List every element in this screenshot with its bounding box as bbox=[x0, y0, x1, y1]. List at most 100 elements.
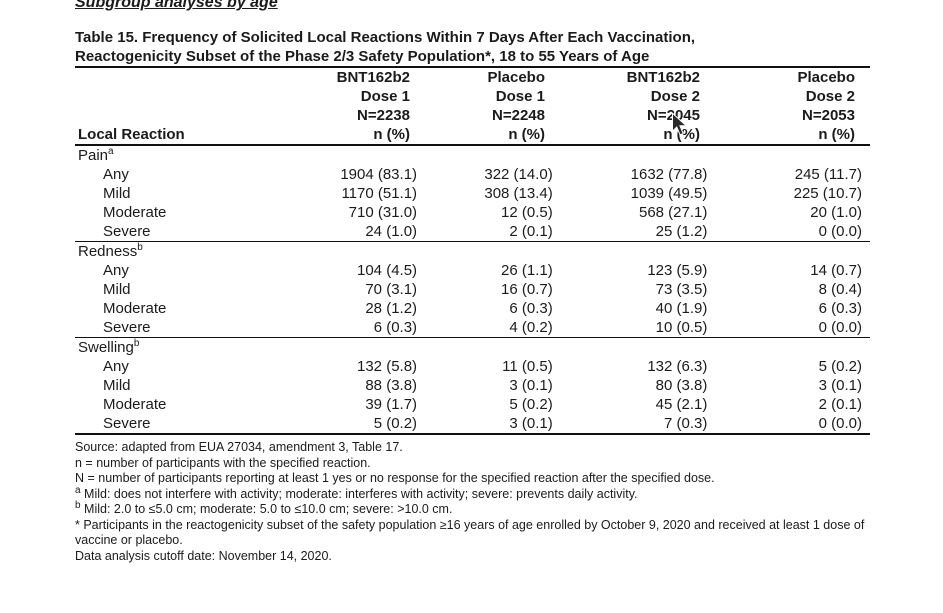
col-header-unit: n (%) bbox=[508, 126, 545, 143]
table-body: Paina Any 1904 (83.1) 322 (14.0) 1632 (77.8)… bbox=[75, 146, 870, 433]
empty-cell bbox=[700, 146, 855, 165]
row-header-label: Local Reaction bbox=[78, 126, 185, 143]
value-cell: 12 (0.5) bbox=[501, 204, 553, 221]
table-section-redness: Rednessb Any 104 (4.5) 26 (1.1) 123 (5.9) 14 … bbox=[75, 241, 870, 337]
value-cell: 3 (0.1) bbox=[509, 377, 553, 394]
value-cell: 710 (31.0) bbox=[348, 204, 418, 221]
value-cell: 6 (0.3) bbox=[373, 319, 418, 336]
table-row: Severe 5 (0.2) 3 (0.1) 7 (0.3) 0 (0.0) bbox=[75, 414, 870, 433]
row-label: Severe bbox=[103, 415, 151, 432]
section-label: Rednessb bbox=[78, 242, 143, 261]
value-cell: 25 (1.2) bbox=[655, 223, 708, 240]
table-row: Mild 70 (3.1) 16 (0.7) 73 (3.5) 8 (0.4) bbox=[75, 280, 870, 299]
section-header-row: Rednessb bbox=[75, 242, 870, 261]
empty-cell bbox=[700, 338, 855, 357]
empty-cell bbox=[75, 68, 258, 87]
row-label: Moderate bbox=[103, 396, 167, 413]
footnote: * Participants in the reactogenicity sub… bbox=[75, 517, 865, 548]
footnote: N = number of participants reporting at … bbox=[75, 471, 715, 485]
table-row: Severe 6 (0.3) 4 (0.2) 10 (0.5) 0 (0.0) bbox=[75, 318, 870, 337]
subgroup-heading: Subgroup analyses by age bbox=[75, 0, 278, 11]
col-header-dose: Dose 1 bbox=[495, 88, 545, 105]
value-cell: 28 (1.2) bbox=[365, 300, 418, 317]
empty-cell bbox=[545, 146, 700, 165]
value-cell: 1632 (77.8) bbox=[630, 166, 708, 183]
value-cell: 0 (0.0) bbox=[818, 223, 862, 240]
section-header-row: Swellingb bbox=[75, 338, 870, 357]
value-cell: 1039 (49.5) bbox=[630, 185, 708, 202]
empty-cell bbox=[258, 338, 410, 357]
empty-cell bbox=[258, 146, 410, 165]
table-row: Mild 88 (3.8) 3 (0.1) 80 (3.8) 3 (0.1) bbox=[75, 376, 870, 395]
row-label: Mild bbox=[103, 281, 131, 298]
header-row-dose: Dose 1 Dose 1 Dose 2 Dose 2 bbox=[75, 87, 870, 106]
value-cell: 568 (27.1) bbox=[638, 204, 708, 221]
value-cell: 104 (4.5) bbox=[357, 262, 418, 279]
table-row: Moderate 710 (31.0) 12 (0.5) 568 (27.1) 20 (… bbox=[75, 203, 870, 222]
value-cell: 10 (0.5) bbox=[655, 319, 708, 336]
row-label: Any bbox=[103, 262, 129, 279]
empty-cell bbox=[545, 338, 700, 357]
value-cell: 2 (0.1) bbox=[818, 396, 862, 413]
table-header: BNT162b2 Placebo BNT162b2 Placebo Dose 1… bbox=[75, 68, 870, 146]
section-label: Swellingb bbox=[78, 338, 140, 357]
row-label: Moderate bbox=[103, 300, 167, 317]
value-cell: 40 (1.9) bbox=[655, 300, 708, 317]
value-cell: 132 (5.8) bbox=[357, 358, 418, 375]
table-row: Any 132 (5.8) 11 (0.5) 132 (6.3) 5 (0.2) bbox=[75, 357, 870, 376]
empty-cell bbox=[410, 242, 545, 261]
value-cell: 20 (1.0) bbox=[810, 204, 862, 221]
section-header-row: Paina bbox=[75, 146, 870, 165]
footnote-marker: a bbox=[75, 484, 81, 496]
value-cell: 0 (0.0) bbox=[818, 319, 862, 336]
empty-cell bbox=[258, 242, 410, 261]
empty-cell bbox=[700, 242, 855, 261]
value-cell: 5 (0.2) bbox=[373, 415, 418, 432]
col-header-unit: n (%) bbox=[818, 126, 855, 143]
value-cell: 7 (0.3) bbox=[664, 415, 708, 432]
value-cell: 26 (1.1) bbox=[501, 262, 553, 279]
col-header-dose: Dose 2 bbox=[650, 88, 700, 105]
footnote: Data analysis cutoff date: November 14, … bbox=[75, 548, 332, 563]
value-cell: 39 (1.7) bbox=[365, 396, 418, 413]
value-cell: 2 (0.1) bbox=[509, 223, 553, 240]
table-row: Moderate 28 (1.2) 6 (0.3) 40 (1.9) 6 (0.3) bbox=[75, 299, 870, 318]
value-cell: 45 (2.1) bbox=[655, 396, 708, 413]
value-cell: 80 (3.8) bbox=[655, 377, 708, 394]
footnote: n = number of participants with the spec… bbox=[75, 455, 371, 470]
empty-cell bbox=[410, 146, 545, 165]
value-cell: 5 (0.2) bbox=[818, 358, 862, 375]
value-cell: 11 (0.5) bbox=[502, 358, 553, 375]
table-title-line2: Reactogenicity Subset of the Phase 2/3 S… bbox=[75, 47, 650, 65]
col-header-n: N=2248 bbox=[492, 107, 545, 124]
value-cell: 1904 (83.1) bbox=[340, 166, 418, 183]
col-header-product: Placebo bbox=[487, 69, 545, 86]
header-row-unit: Local Reaction n (%) n (%) n (%) n (%) bbox=[75, 125, 870, 144]
value-cell: 322 (14.0) bbox=[484, 166, 553, 183]
table-row: Any 1904 (83.1) 322 (14.0) 1632 (77.8) 245 (… bbox=[75, 165, 870, 184]
table-title: Table 15. Frequency of Solicited Local R… bbox=[75, 29, 875, 66]
table-title-line1: Table 15. Frequency of Solicited Local R… bbox=[75, 29, 696, 46]
table-row: Moderate 39 (1.7) 5 (0.2) 45 (2.1) 2 (0.1) bbox=[75, 395, 870, 414]
col-header-n: N=2238 bbox=[357, 107, 410, 124]
page-content: Subgroup analyses by age Table 15. Frequ… bbox=[75, 0, 875, 564]
table-section-swelling: Swellingb Any 132 (5.8) 11 (0.5) 132 (6.3) 5 … bbox=[75, 337, 870, 433]
value-cell: 4 (0.2) bbox=[509, 319, 553, 336]
col-header-dose: Dose 2 bbox=[805, 88, 855, 105]
value-cell: 24 (1.0) bbox=[365, 223, 418, 240]
value-cell: 245 (11.7) bbox=[794, 166, 862, 183]
empty-cell bbox=[75, 106, 258, 125]
footnote: Source: adapted from EUA 27034, amendmen… bbox=[75, 440, 403, 454]
footnote: b Mild: 2.0 to ≤5.0 cm; moderate: 5.0 to… bbox=[75, 499, 453, 516]
value-cell: 123 (5.9) bbox=[647, 262, 708, 279]
row-label: Severe bbox=[103, 319, 151, 336]
value-cell: 225 (10.7) bbox=[793, 185, 862, 202]
footnote-marker: b bbox=[75, 499, 81, 511]
reactions-table: BNT162b2 Placebo BNT162b2 Placebo Dose 1… bbox=[75, 66, 870, 435]
section-label: Paina bbox=[78, 146, 114, 165]
empty-cell bbox=[75, 87, 258, 106]
value-cell: 8 (0.4) bbox=[818, 281, 862, 298]
value-cell: 6 (0.3) bbox=[818, 300, 862, 317]
value-cell: 73 (3.5) bbox=[655, 281, 708, 298]
